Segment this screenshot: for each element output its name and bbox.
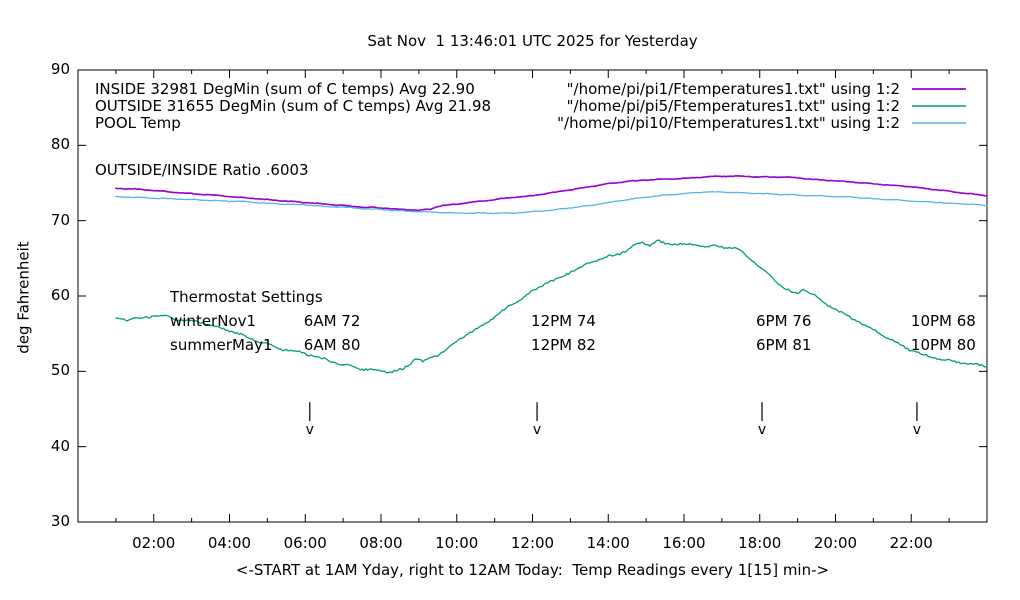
- x-tick-label: 12:00: [510, 534, 555, 552]
- marker-arrow-head: v: [913, 422, 921, 438]
- x-tick-label: 16:00: [662, 534, 706, 552]
- legend-file-label: "/home/pi/pi1/Ftemperatures1.txt" using …: [566, 80, 900, 98]
- ratio-label: OUTSIDE/INSIDE Ratio .6003: [95, 161, 309, 179]
- thermostat-header: Thermostat Settings: [170, 288, 323, 306]
- thermostat-cell: 12PM 74: [531, 312, 596, 330]
- marker-arrow-head: v: [758, 422, 766, 438]
- marker-arrow-head: v: [306, 422, 314, 438]
- thermostat-cell: 6AM 80: [303, 336, 361, 354]
- x-tick-label: 02:00: [132, 534, 176, 552]
- y-tick-label: 30: [50, 512, 70, 530]
- y-tick-label: 60: [50, 286, 70, 304]
- series-line-inside: [115, 175, 988, 212]
- x-axis-caption: <-START at 1AM Yday, right to 12AM Today…: [235, 561, 830, 579]
- x-tick-label: 08:00: [359, 534, 403, 552]
- legend-file-label: "/home/pi/pi5/Ftemperatures1.txt" using …: [566, 97, 900, 115]
- thermostat-cell: 6PM 76: [756, 312, 812, 330]
- thermostat-cell: 10PM 80: [910, 336, 976, 354]
- thermostat-cell: 10PM 68: [910, 312, 976, 330]
- chart-title: Sat Nov 1 13:46:01 UTC 2025 for Yesterda…: [367, 32, 698, 50]
- legend-file-label: "/home/pi/pi10/Ftemperatures1.txt" using…: [557, 114, 900, 132]
- x-tick-label: 04:00: [207, 534, 252, 552]
- series-line-outside: [115, 239, 988, 374]
- x-tick-label: 10:00: [435, 534, 479, 552]
- y-tick-label: 40: [50, 436, 70, 455]
- x-tick-label: 06:00: [283, 534, 327, 552]
- legend-series-labels: INSIDE 32981 DegMin (sum of C temps) Avg…: [95, 81, 491, 132]
- thermostat-row-label: summerMay1: [170, 336, 273, 354]
- y-tick-label: 50: [50, 361, 70, 380]
- thermostat-row-label: winterNov1: [170, 312, 257, 330]
- legend-series-label: POOL Temp: [95, 114, 181, 132]
- y-tick-label: 70: [50, 210, 70, 229]
- thermostat-cell: 6AM 72: [303, 312, 361, 330]
- x-tick-label: 20:00: [813, 534, 858, 552]
- series-line-pool: [115, 190, 988, 215]
- x-tick-label: 22:00: [889, 534, 933, 552]
- x-tick-label: 14:00: [586, 534, 630, 552]
- legend-file-labels: "/home/pi/pi1/Ftemperatures1.txt" using …: [557, 81, 900, 132]
- legend-series-label: OUTSIDE 31655 DegMin (sum of C temps) Av…: [95, 97, 492, 115]
- y-tick-label: 90: [50, 60, 70, 78]
- legend-series-label: INSIDE 32981 DegMin (sum of C temps) Avg…: [95, 80, 475, 98]
- thermostat-cell: 12PM 82: [531, 336, 596, 354]
- thermostat-cell: 6PM 81: [756, 336, 812, 354]
- y-tick-label: 80: [50, 135, 70, 154]
- marker-arrow-head: v: [533, 422, 541, 438]
- x-tick-label: 18:00: [738, 534, 782, 552]
